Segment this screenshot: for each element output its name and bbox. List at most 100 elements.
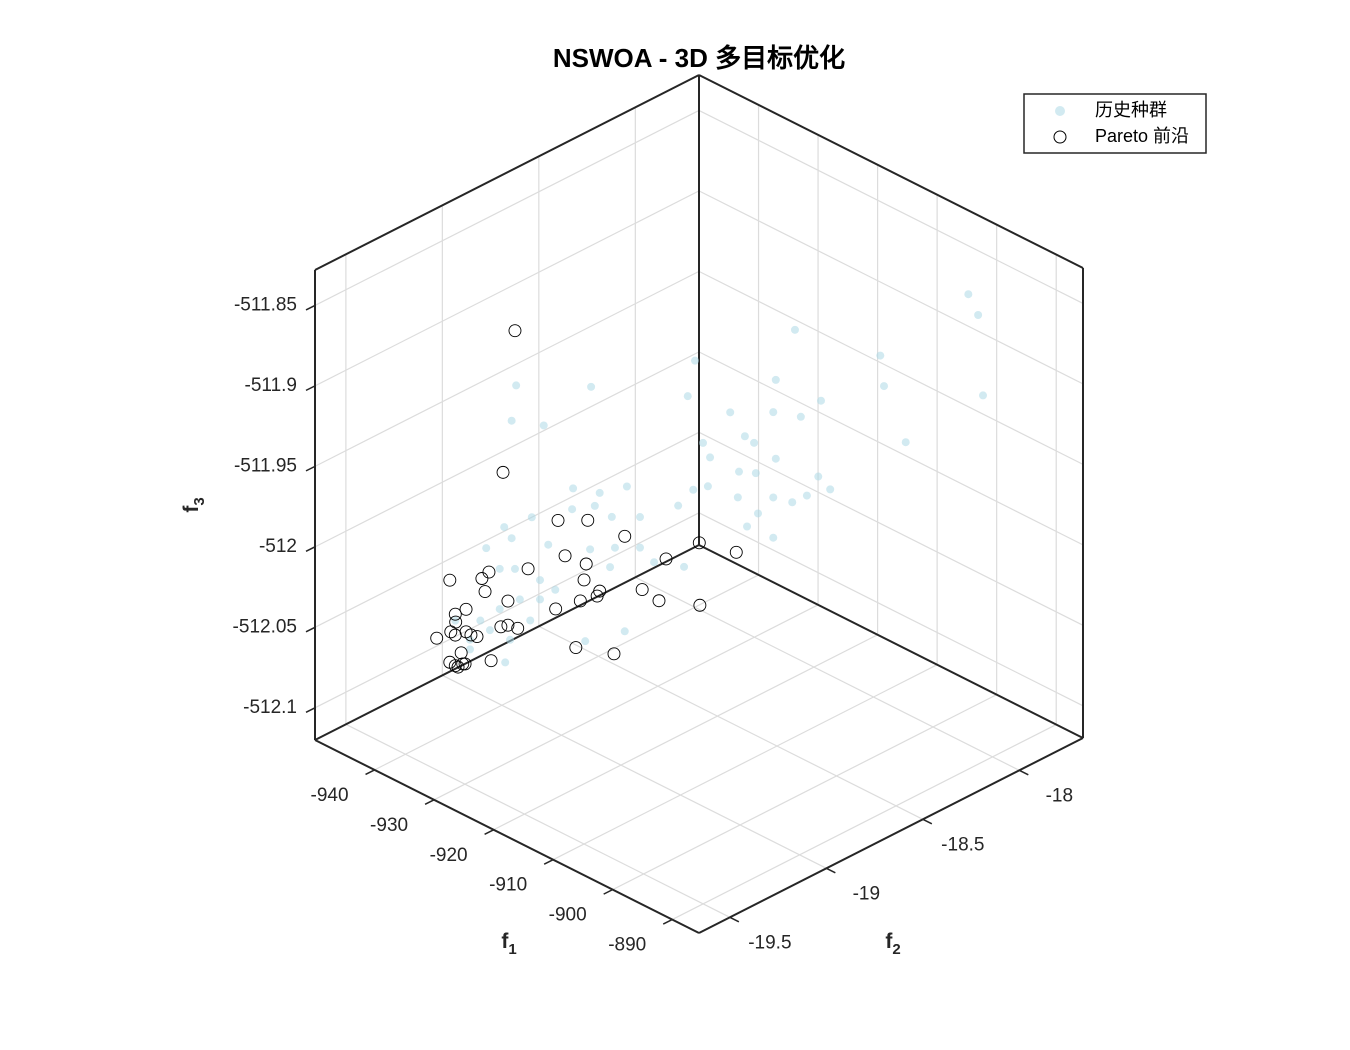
history-point bbox=[826, 485, 835, 494]
x-tick-label: -920 bbox=[430, 845, 468, 866]
history-point bbox=[636, 543, 645, 552]
history-point bbox=[753, 509, 762, 518]
history-point bbox=[876, 351, 885, 360]
pareto-point bbox=[494, 620, 508, 634]
history-point bbox=[586, 545, 595, 554]
pareto-point bbox=[652, 594, 666, 608]
grid-line bbox=[698, 351, 1084, 546]
grid-line bbox=[314, 351, 700, 548]
pareto-point bbox=[569, 641, 583, 654]
history-point bbox=[769, 533, 778, 542]
x-tick-label: -940 bbox=[311, 785, 349, 806]
history-point bbox=[500, 523, 509, 532]
pareto-point bbox=[478, 585, 492, 599]
history-point bbox=[495, 605, 504, 614]
history-point bbox=[735, 467, 744, 476]
grid-line bbox=[314, 190, 700, 387]
legend-label: 历史种群 bbox=[1095, 100, 1167, 120]
history-point bbox=[706, 453, 715, 462]
history-point bbox=[814, 472, 823, 481]
history-point bbox=[581, 637, 590, 646]
history-point bbox=[507, 416, 516, 425]
y-tick bbox=[729, 916, 740, 923]
x-tick bbox=[603, 888, 614, 895]
pareto-point bbox=[551, 513, 565, 527]
history-point bbox=[689, 485, 698, 494]
history-point bbox=[607, 512, 616, 521]
grid-line bbox=[698, 190, 1084, 385]
pareto-point bbox=[475, 572, 489, 585]
history-point bbox=[796, 412, 805, 421]
history-point bbox=[551, 585, 560, 594]
y-tick-label: -19.5 bbox=[748, 932, 791, 953]
history-point bbox=[465, 645, 474, 654]
history-point bbox=[683, 392, 692, 401]
history-point bbox=[771, 375, 780, 384]
history-point bbox=[650, 558, 659, 567]
grid-line bbox=[314, 270, 700, 467]
history-point bbox=[674, 501, 683, 510]
history-point bbox=[510, 564, 519, 573]
history-point bbox=[587, 382, 596, 391]
history-point bbox=[771, 454, 780, 463]
history-point bbox=[544, 540, 553, 549]
pareto-point bbox=[444, 625, 458, 639]
pareto-point bbox=[549, 602, 563, 616]
history-point bbox=[703, 482, 712, 491]
y-tick-label: -18.5 bbox=[941, 834, 984, 855]
history-point bbox=[539, 421, 548, 430]
legend-marker bbox=[1055, 106, 1065, 116]
y-axis-label: f2 bbox=[885, 930, 900, 958]
history-point bbox=[595, 488, 604, 497]
pareto-point bbox=[521, 562, 535, 576]
y-tick-label: -19 bbox=[853, 883, 880, 904]
history-point bbox=[568, 505, 577, 514]
history-point bbox=[788, 498, 797, 507]
pareto-point bbox=[577, 573, 591, 587]
grid-line bbox=[698, 109, 1084, 304]
history-point bbox=[699, 438, 708, 447]
grid-line bbox=[345, 723, 731, 918]
pareto-point bbox=[430, 631, 444, 645]
history-point bbox=[769, 493, 778, 502]
history-point bbox=[743, 522, 752, 531]
x-tick bbox=[484, 829, 494, 835]
legend-marker bbox=[1053, 130, 1067, 144]
history-point bbox=[680, 562, 689, 571]
pareto-point bbox=[590, 589, 604, 603]
pareto-point bbox=[579, 557, 593, 571]
z-tick bbox=[305, 546, 316, 553]
pareto-point bbox=[443, 573, 457, 587]
history-point bbox=[802, 491, 811, 500]
z-tick-label: -511.85 bbox=[234, 294, 297, 315]
axis-line bbox=[698, 74, 1084, 269]
history-point bbox=[622, 482, 631, 491]
pareto-point bbox=[448, 607, 462, 621]
pareto-point bbox=[635, 583, 649, 597]
history-point bbox=[880, 382, 889, 391]
pareto-point bbox=[501, 618, 515, 632]
pareto-point bbox=[692, 536, 706, 550]
pareto-point bbox=[693, 598, 707, 612]
z-tick-label: -511.95 bbox=[234, 455, 297, 476]
grid-line bbox=[442, 674, 827, 869]
axis-line bbox=[314, 739, 700, 934]
history-point bbox=[751, 469, 760, 478]
history-point bbox=[526, 616, 535, 625]
pareto-point bbox=[459, 602, 473, 616]
history-point bbox=[527, 513, 536, 522]
history-point bbox=[979, 391, 988, 400]
pareto-point bbox=[618, 529, 632, 543]
legend-label: Pareto 前沿 bbox=[1095, 126, 1189, 146]
x-tick bbox=[365, 769, 375, 776]
history-point bbox=[606, 563, 615, 572]
history-point bbox=[817, 396, 826, 405]
y-tick-label: -18 bbox=[1046, 785, 1073, 806]
history-point bbox=[590, 501, 599, 510]
history-point bbox=[515, 595, 524, 604]
z-tick-label: -512.1 bbox=[243, 697, 297, 718]
pareto-point bbox=[511, 621, 525, 635]
grid-line bbox=[538, 625, 924, 820]
history-point bbox=[485, 626, 494, 635]
